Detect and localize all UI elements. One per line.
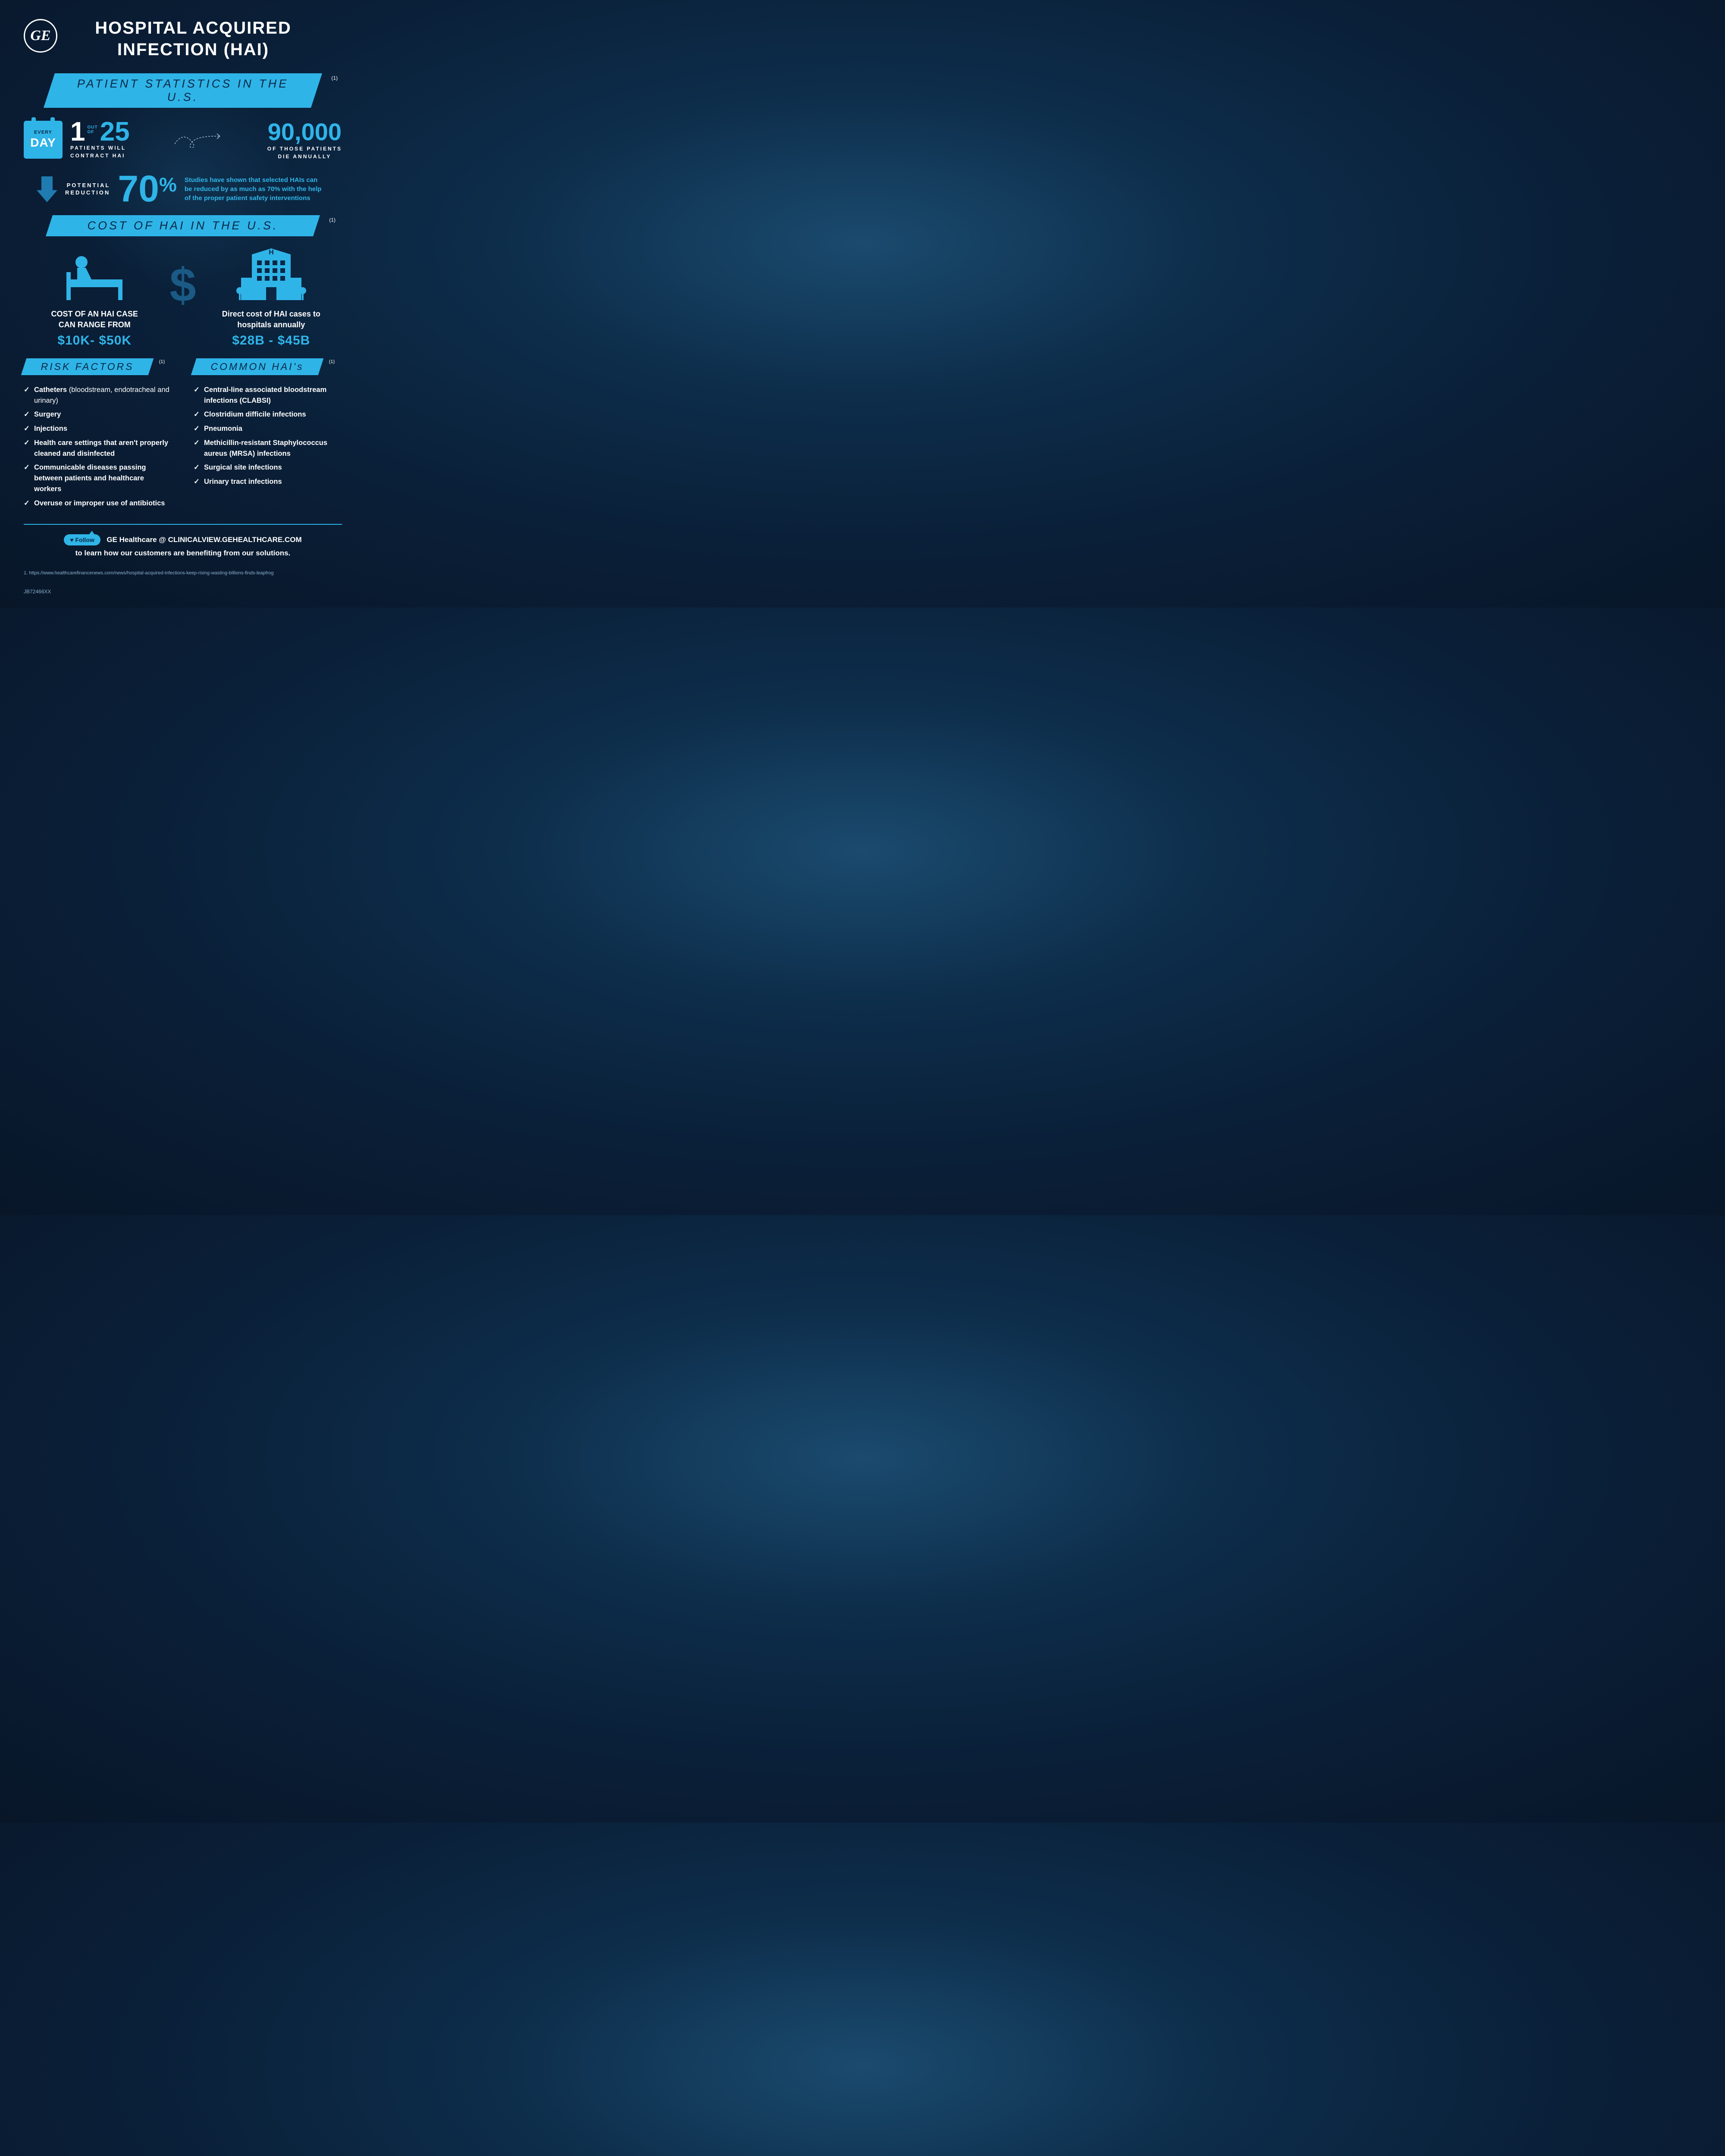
section-banner-cost: COST OF HAI IN THE U.S. (1) [46, 215, 320, 236]
list-item: Clostridium difficile infections [194, 409, 342, 420]
patient-bed-icon [24, 253, 165, 300]
list-item: Urinary tract infections [194, 476, 342, 487]
common-hai-list: Central-line associated bloodstream infe… [194, 385, 342, 487]
risk-factors-list: Catheters (bloodstream, endotracheal and… [24, 385, 172, 509]
stat-70-percent: 70% [118, 172, 177, 206]
list-item: Methicillin-resistant Staphylococcus aur… [194, 438, 342, 459]
section-banner-patient-stats: PATIENT STATISTICS IN THE U.S. (1) [44, 73, 322, 108]
divider [24, 524, 342, 525]
main-title: HOSPITAL ACQUIRED INFECTION (HAI) [70, 17, 342, 60]
list-item: Injections [24, 423, 172, 434]
dollar-icon: $ [169, 258, 196, 313]
sub-banner-common-hai: COMMON HAI's (1) [191, 358, 324, 375]
hospital-icon: H [201, 248, 342, 300]
list-item: Surgical site infections [194, 462, 342, 473]
svg-text:H: H [269, 249, 274, 256]
reduction-blurb: Studies have shown that selected HAIs ca… [185, 175, 323, 203]
list-item: Central-line associated bloodstream infe… [194, 385, 342, 406]
stat-90000: 90,000 OF THOSE PATIENTS DIE ANNUALLY [267, 120, 342, 160]
stat-1-of-25: 1 OUT OF 25 PATIENTS WILL CONTRACT HAI [70, 121, 130, 159]
down-arrow-icon [37, 176, 57, 202]
sub-banner-risk-factors: RISK FACTORS (1) [21, 358, 154, 375]
cost-case-value: $10K- $50K [24, 333, 165, 348]
swirl-arrow-icon [138, 127, 260, 153]
ge-logo: GE [24, 19, 57, 53]
follow-badge: ♥ Follow [64, 534, 100, 545]
list-item: Communicable diseases passing between pa… [24, 462, 172, 494]
potential-reduction-label: POTENTIAL REDUCTION [65, 182, 110, 197]
list-item: Catheters (bloodstream, endotracheal and… [24, 385, 172, 406]
list-item: Pneumonia [194, 423, 342, 434]
follow-subtext: to learn how our customers are benefitin… [24, 549, 342, 558]
job-code: JB72466XX [24, 589, 342, 595]
list-item: Surgery [24, 409, 172, 420]
list-item: Health care settings that aren't properl… [24, 438, 172, 459]
source-citation: 1. https://www.healthcarefinancenews.com… [24, 570, 342, 576]
list-item: Overuse or improper use of antibiotics [24, 498, 172, 509]
cost-annual-label: Direct cost of HAI cases to hospitals an… [201, 309, 342, 330]
cost-annual-value: $28B - $45B [201, 333, 342, 348]
calendar-icon: EVERY DAY [24, 121, 63, 159]
cost-case-label: COST OF AN HAI CASE CAN RANGE FROM [24, 309, 165, 330]
follow-text: GE Healthcare @ CLINICALVIEW.GEHEALTHCAR… [107, 536, 301, 544]
